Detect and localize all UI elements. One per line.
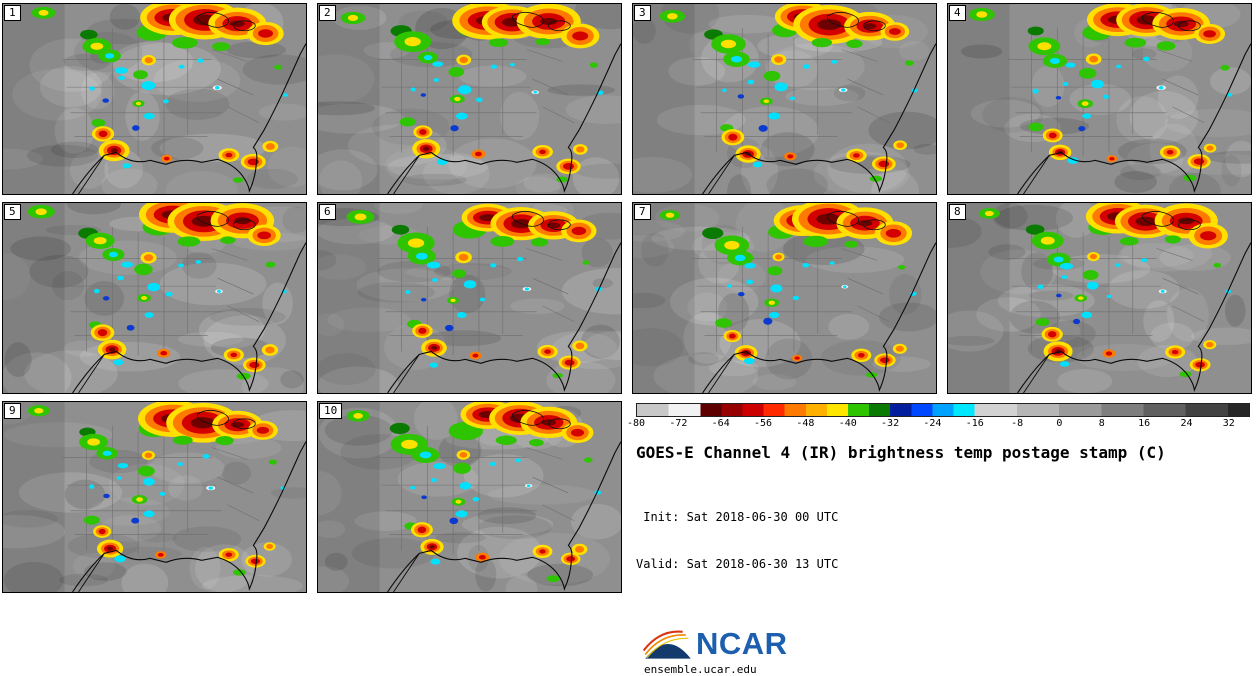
ir-satellite-map [318, 203, 621, 393]
panel-number-label: 9 [4, 403, 21, 419]
colorbar-tick-label: 8 [1098, 418, 1105, 429]
init-time: Init: Sat 2018-06-30 00 UTC [636, 510, 839, 525]
panel-number-label: 7 [634, 204, 651, 220]
ncar-logo: NCAR [642, 626, 1252, 662]
time-info: Init: Sat 2018-06-30 00 UTC Valid: Sat 2… [636, 479, 1252, 604]
ir-satellite-map [633, 4, 936, 194]
panel-number-label: 10 [319, 403, 343, 419]
ir-satellite-map [318, 402, 621, 592]
colorbar-gradient [636, 403, 1250, 417]
panel-number-label: 8 [949, 204, 966, 220]
stamp-panel-3: 3 [632, 3, 937, 195]
stamp-panel-7: 7 [632, 202, 937, 394]
colorbar-ticks: -80 -72 -64 -56 -48 -40 -32 -24 -16 -8 0 8 16 24 32 [627, 417, 1250, 430]
stamp-panel-8: 8 [947, 202, 1252, 394]
stamp-panel-9: 9 [2, 401, 307, 593]
ir-satellite-map [3, 203, 306, 393]
panel-number-label: 4 [949, 5, 966, 21]
ir-satellite-map [3, 4, 306, 194]
colorbar-tick-label: -40 [838, 418, 857, 429]
colorbar-tick-label: 32 [1222, 418, 1235, 429]
stamp-panel-4: 4 [947, 3, 1252, 195]
valid-time: Valid: Sat 2018-06-30 13 UTC [636, 556, 839, 571]
colorbar-tick-label: -80 [626, 418, 646, 429]
postage-stamp-grid: -80 -72 -64 -56 -48 -40 -32 -24 -16 -8 0 8 16 24 32 GO… [2, 3, 1252, 676]
ir-satellite-map [948, 4, 1251, 194]
colorbar-tick-label: 16 [1138, 418, 1151, 429]
stamp-panel-6: 6 [317, 202, 622, 394]
plot-title: GOES-E Channel 4 (IR) brightness temp po… [636, 443, 1166, 462]
legend-and-title-block: -80 -72 -64 -56 -48 -40 -32 -24 -16 -8 0 8 16 24 32 GO… [627, 401, 1252, 676]
ncar-logo-text: NCAR [696, 625, 788, 661]
colorbar-tick-label: -64 [711, 418, 730, 429]
colorbar-tick-label: -32 [881, 418, 900, 429]
colorbar-tick-label: -72 [669, 418, 688, 429]
colorbar-tick-label: -48 [796, 418, 815, 429]
colorbar-tick-label: -56 [754, 418, 773, 429]
panel-number-label: 6 [319, 204, 336, 220]
ir-satellite-map [318, 4, 621, 194]
colorbar-tick-label: -16 [965, 418, 984, 429]
stamp-panel-5: 5 [2, 202, 307, 394]
ir-satellite-map [948, 203, 1251, 393]
colorbar-tick-label: 24 [1180, 418, 1193, 429]
site-url: ensemble.ucar.edu [644, 662, 757, 676]
stamp-panel-10: 10 [317, 401, 622, 593]
ir-satellite-map [633, 203, 936, 393]
stamp-panel-2: 2 [317, 3, 622, 195]
colorbar-tick-label: -8 [1011, 418, 1024, 429]
colorbar-tick-label: 0 [1056, 418, 1063, 429]
panel-number-label: 3 [634, 5, 651, 21]
ir-satellite-map [3, 402, 306, 592]
stamp-panel-1: 1 [2, 3, 307, 195]
ncar-logo-icon [642, 630, 691, 659]
panel-number-label: 2 [319, 5, 336, 21]
colorbar-tick-label: -24 [923, 418, 942, 429]
panel-number-label: 5 [4, 204, 21, 220]
panel-number-label: 1 [4, 5, 21, 21]
